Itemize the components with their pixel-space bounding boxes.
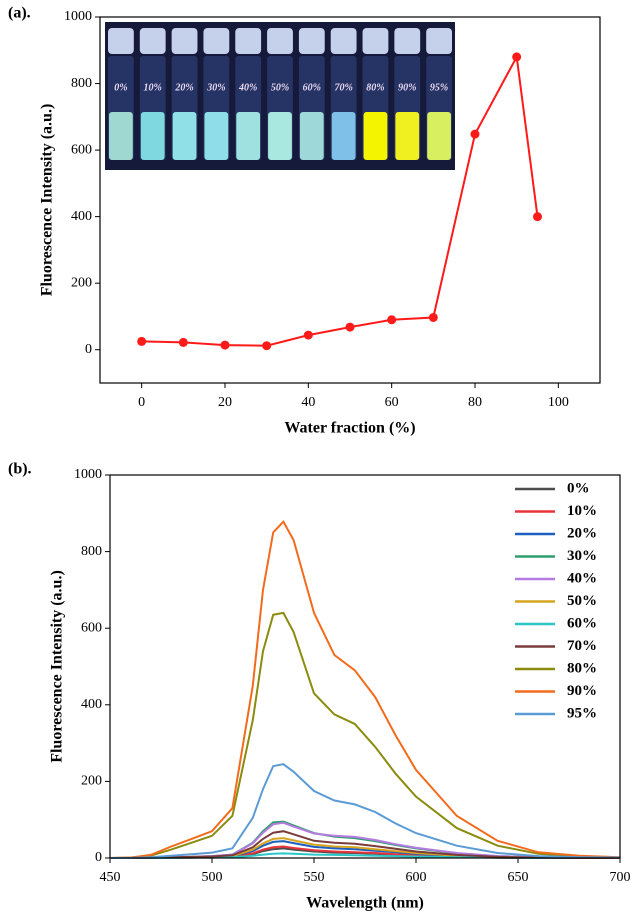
x-tick-label: 600 — [406, 870, 427, 885]
x-tick-label: 0 — [138, 395, 145, 410]
vial-liquid — [299, 112, 324, 160]
vial-liquid — [140, 112, 165, 160]
y-tick-label: 1000 — [64, 9, 92, 24]
y-tick-label: 200 — [81, 774, 102, 789]
vial-liquid — [109, 112, 133, 160]
vial-liquid — [331, 112, 356, 160]
y-tick-label: 600 — [71, 142, 92, 157]
panel-label: (a). — [8, 5, 31, 22]
y-axis-title: Fluorescence Intensity (a.u.) — [39, 104, 56, 297]
inset-label: 80% — [366, 82, 384, 93]
inset-label: 70% — [334, 82, 352, 93]
x-tick-label: 500 — [202, 870, 223, 885]
data-point — [178, 337, 188, 347]
inset-label: 30% — [206, 82, 225, 93]
data-point — [262, 341, 272, 351]
legend-label: 80% — [567, 660, 597, 676]
vial-cap — [330, 28, 357, 54]
inset-label: 90% — [398, 82, 416, 93]
vial-liquid — [363, 112, 388, 160]
x-tick-label: 60 — [385, 395, 399, 410]
x-tick-label: 550 — [304, 870, 325, 885]
inset-label: 95% — [430, 82, 448, 93]
x-tick-label: 40 — [301, 395, 315, 410]
data-point — [428, 312, 438, 322]
vial-liquid — [395, 112, 420, 160]
x-tick-label: 450 — [100, 870, 121, 885]
inset-label: 0% — [114, 82, 127, 93]
x-tick-label: 650 — [508, 870, 529, 885]
vial-cap — [298, 28, 325, 54]
x-axis-title: Water fraction (%) — [284, 420, 415, 437]
vial-cap — [426, 28, 452, 54]
y-tick-label: 1000 — [74, 467, 102, 482]
inset-label: 40% — [238, 82, 257, 93]
legend-label: 30% — [567, 548, 597, 564]
vial-cap — [267, 28, 293, 54]
data-line — [109, 611, 621, 859]
data-point — [387, 315, 397, 325]
inset-label: 50% — [271, 82, 289, 93]
x-tick-label: 700 — [610, 870, 631, 885]
legend-label: 90% — [567, 683, 597, 699]
x-axis-title: Wavelength (nm) — [306, 895, 424, 912]
legend-label: 50% — [567, 593, 597, 609]
x-tick-label: 20 — [218, 395, 232, 410]
y-axis-title: Fluorescence Intensity (a.u.) — [49, 570, 66, 763]
y-tick-label: 0 — [85, 342, 92, 357]
data-line — [109, 520, 621, 859]
vial-cap — [362, 28, 389, 54]
y-tick-label: 800 — [81, 544, 102, 559]
vial-liquid — [236, 112, 261, 160]
vial-cap — [235, 28, 262, 54]
legend-label: 20% — [567, 525, 597, 541]
data-point — [137, 336, 147, 346]
vial-cap — [108, 28, 134, 54]
x-tick-label: 100 — [548, 395, 569, 410]
y-tick-label: 600 — [81, 620, 102, 635]
y-tick-label: 0 — [95, 850, 102, 865]
vial-liquid — [172, 112, 197, 160]
legend-label: 0% — [567, 480, 590, 496]
inset-label: 10% — [144, 82, 162, 93]
data-point — [345, 322, 355, 332]
panel-label: (b). — [8, 461, 32, 478]
data-line — [110, 830, 620, 859]
legend-label: 40% — [567, 570, 597, 586]
inset-label: 20% — [174, 82, 193, 93]
plot-frame — [109, 474, 621, 859]
y-tick-label: 400 — [81, 697, 102, 712]
vial-cap — [171, 28, 198, 54]
legend-label: 60% — [567, 615, 597, 631]
vial-cap — [394, 28, 421, 54]
legend-label: 95% — [567, 705, 597, 721]
vial-liquid — [268, 112, 292, 160]
legend-label: 70% — [567, 638, 597, 654]
vial-liquid — [427, 112, 451, 160]
plot-frame — [99, 16, 601, 384]
vial-cap — [139, 28, 166, 54]
data-point — [512, 52, 522, 62]
data-point — [220, 340, 230, 350]
data-point — [470, 129, 480, 139]
legend-label: 10% — [567, 503, 597, 519]
vial-liquid — [204, 112, 229, 160]
y-tick-label: 200 — [71, 275, 92, 290]
data-line — [110, 763, 621, 859]
data-point — [533, 212, 542, 222]
y-tick-label: 800 — [71, 76, 92, 91]
inset-label: 60% — [303, 82, 321, 93]
vial-cap — [203, 28, 230, 54]
data-point — [303, 330, 313, 340]
y-tick-label: 400 — [71, 209, 92, 224]
x-tick-label: 80 — [468, 395, 482, 410]
